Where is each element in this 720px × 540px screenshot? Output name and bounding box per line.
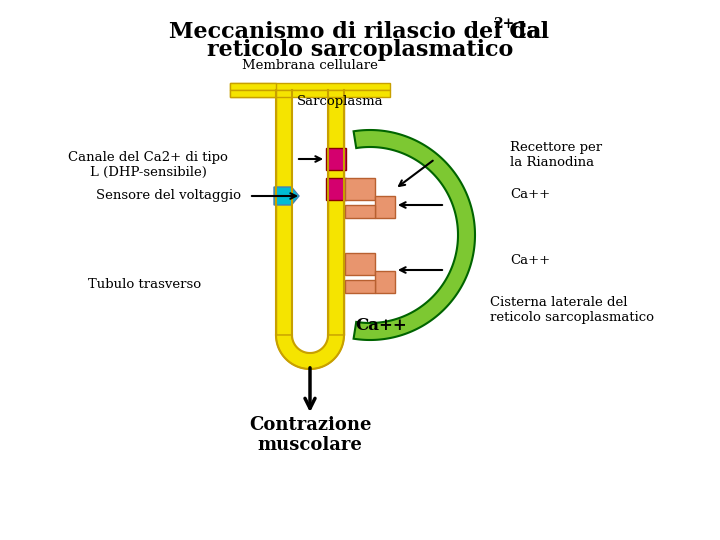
Text: dal: dal	[503, 21, 549, 43]
Polygon shape	[276, 335, 344, 369]
FancyBboxPatch shape	[326, 148, 346, 170]
FancyBboxPatch shape	[276, 90, 292, 335]
Text: Contrazione
muscolare: Contrazione muscolare	[248, 416, 372, 454]
Text: Canale del Ca2+ di tipo
L (DHP-sensibile): Canale del Ca2+ di tipo L (DHP-sensibile…	[68, 151, 228, 179]
Text: Recettore per
la Rianodina: Recettore per la Rianodina	[510, 141, 602, 169]
Text: Cisterna laterale del
reticolo sarcoplasmatico: Cisterna laterale del reticolo sarcoplas…	[490, 296, 654, 324]
Polygon shape	[292, 335, 328, 353]
Text: reticolo sarcoplasmatico: reticolo sarcoplasmatico	[207, 39, 513, 61]
Text: Ca++: Ca++	[510, 253, 550, 267]
FancyBboxPatch shape	[230, 83, 276, 90]
Text: Ca++: Ca++	[355, 316, 407, 334]
FancyBboxPatch shape	[345, 253, 375, 275]
FancyBboxPatch shape	[328, 90, 344, 335]
FancyBboxPatch shape	[292, 90, 328, 335]
FancyBboxPatch shape	[345, 205, 375, 218]
Text: Tubulo trasverso: Tubulo trasverso	[89, 279, 202, 292]
FancyBboxPatch shape	[345, 280, 375, 293]
Text: 2+: 2+	[493, 17, 514, 31]
Polygon shape	[274, 187, 299, 205]
FancyBboxPatch shape	[230, 83, 390, 90]
Text: Ca++: Ca++	[510, 188, 550, 201]
Text: Sensore del voltaggio: Sensore del voltaggio	[96, 188, 240, 201]
FancyBboxPatch shape	[230, 90, 390, 97]
FancyBboxPatch shape	[375, 196, 395, 218]
Text: Membrana cellulare: Membrana cellulare	[242, 59, 378, 72]
FancyBboxPatch shape	[345, 178, 375, 200]
FancyBboxPatch shape	[230, 90, 276, 97]
Polygon shape	[354, 130, 475, 340]
Text: Meccanismo di rilascio del Ca: Meccanismo di rilascio del Ca	[168, 21, 541, 43]
FancyBboxPatch shape	[326, 178, 346, 200]
Text: Sarcoplasma: Sarcoplasma	[297, 95, 383, 108]
FancyBboxPatch shape	[375, 271, 395, 293]
